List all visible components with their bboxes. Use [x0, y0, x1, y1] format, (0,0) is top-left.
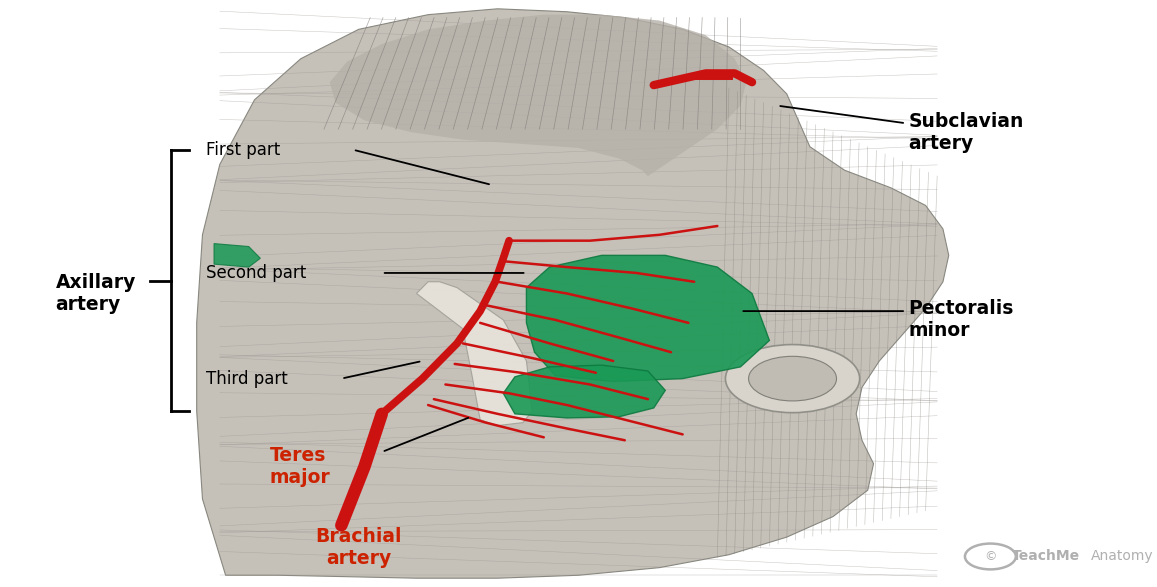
Text: Third part: Third part	[206, 370, 288, 387]
Circle shape	[749, 356, 837, 401]
Polygon shape	[330, 15, 746, 176]
Text: TeachMe: TeachMe	[1012, 549, 1081, 564]
Polygon shape	[214, 244, 260, 267]
Polygon shape	[197, 9, 949, 578]
Text: Anatomy: Anatomy	[1091, 549, 1154, 564]
Text: Axillary
artery: Axillary artery	[56, 273, 135, 314]
Text: ©: ©	[985, 550, 996, 563]
Polygon shape	[526, 255, 769, 382]
Circle shape	[725, 345, 860, 413]
Text: Teres
major: Teres major	[270, 446, 331, 487]
Text: Pectoralis
minor: Pectoralis minor	[908, 299, 1014, 340]
Text: Second part: Second part	[206, 264, 307, 282]
Text: Subclavian
artery: Subclavian artery	[908, 112, 1024, 153]
Polygon shape	[417, 282, 532, 426]
Text: Brachial
artery: Brachial artery	[316, 527, 401, 568]
Polygon shape	[503, 365, 665, 418]
Text: First part: First part	[206, 141, 280, 158]
